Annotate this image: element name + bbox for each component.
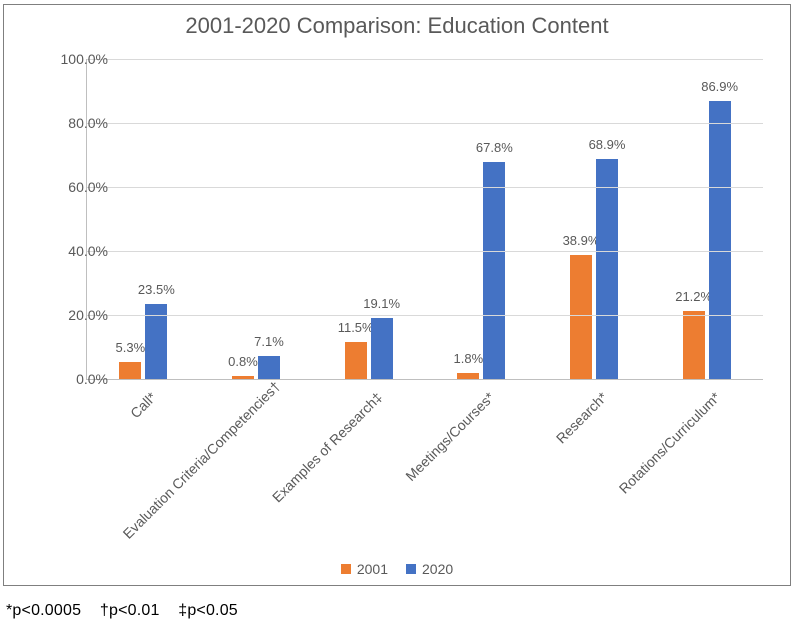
legend-label-2020: 2020 — [422, 561, 453, 577]
legend-swatch-2001 — [341, 564, 351, 574]
legend-item-2001: 2001 — [341, 561, 388, 577]
gridline — [87, 251, 763, 252]
gridline — [87, 187, 763, 188]
bar-value-label: 68.9% — [577, 137, 637, 152]
bar-value-label: 7.1% — [239, 334, 299, 349]
bar-2001-2 — [345, 342, 367, 379]
y-tick-label: 100.0% — [8, 51, 108, 67]
bars-layer: 5.3%23.5%0.8%7.1%11.5%19.1%1.8%67.8%38.9… — [87, 59, 763, 379]
bar-2020-1 — [258, 356, 280, 379]
y-tick-label: 20.0% — [8, 307, 108, 323]
chart-title: 2001-2020 Comparison: Education Content — [4, 13, 790, 39]
y-tick-label: 0.0% — [8, 371, 108, 387]
plot-area: 5.3%23.5%0.8%7.1%11.5%19.1%1.8%67.8%38.9… — [86, 59, 763, 380]
bar-2020-4 — [596, 159, 618, 379]
bar-2020-3 — [483, 162, 505, 379]
bar-value-label: 67.8% — [464, 140, 524, 155]
legend-item-2020: 2020 — [406, 561, 453, 577]
bar-2001-5 — [683, 311, 705, 379]
y-tick-label: 60.0% — [8, 179, 108, 195]
footnote-2: †p<0.01 — [100, 602, 160, 619]
legend-label-2001: 2001 — [357, 561, 388, 577]
footnote-1: *p<0.0005 — [6, 602, 81, 619]
y-tick-label: 40.0% — [8, 243, 108, 259]
footnote-3: ‡p<0.05 — [178, 602, 238, 619]
footnote: *p<0.0005 †p<0.01 ‡p<0.05 — [6, 602, 252, 620]
bar-value-label: 19.1% — [352, 296, 412, 311]
bar-2001-1 — [232, 376, 254, 379]
legend: 2001 2020 — [4, 561, 790, 577]
bar-2001-4 — [570, 255, 592, 379]
gridline — [87, 123, 763, 124]
bar-value-label: 86.9% — [690, 79, 750, 94]
bar-2020-2 — [371, 318, 393, 379]
y-tick-label: 80.0% — [8, 115, 108, 131]
legend-swatch-2020 — [406, 564, 416, 574]
gridline — [87, 315, 763, 316]
chart-card: 2001-2020 Comparison: Education Content … — [3, 4, 791, 586]
bar-value-label: 23.5% — [126, 282, 186, 297]
bar-2001-0 — [119, 362, 141, 379]
bar-2020-5 — [709, 101, 731, 379]
gridline — [87, 59, 763, 60]
bar-2001-3 — [457, 373, 479, 379]
